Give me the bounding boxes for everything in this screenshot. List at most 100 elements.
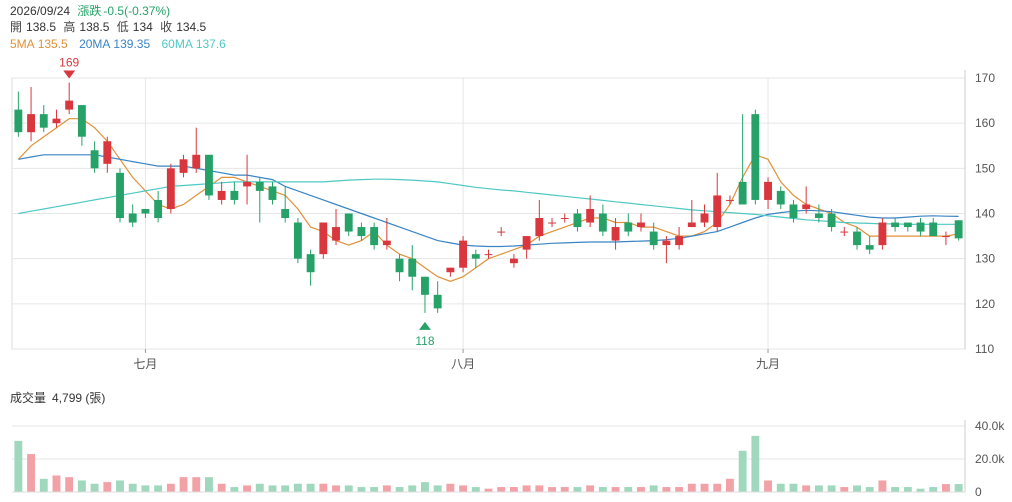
candle-body [27, 114, 35, 133]
candle [141, 208, 150, 219]
volume-bar [522, 485, 531, 492]
candle [814, 204, 823, 223]
volume-bar [662, 487, 671, 492]
volume-bar [598, 487, 607, 492]
ma60-legend: 60MA 137.6 [161, 37, 229, 51]
ma5-line [17, 118, 959, 282]
volume-value: 4,799 (張) [52, 391, 106, 405]
volume-bar [637, 487, 645, 492]
volume-bar [421, 482, 429, 492]
candle [802, 186, 811, 214]
candle-body [662, 240, 671, 246]
candle [929, 218, 938, 237]
month-label: 九月 [756, 357, 780, 371]
candle-body [535, 218, 544, 237]
candle [700, 204, 709, 228]
volume-bar [255, 483, 264, 492]
price-tick-label: 170 [975, 71, 995, 85]
candle-body [929, 222, 938, 237]
volume-tick-label: 40.0k [975, 419, 1005, 433]
volume-bar [192, 477, 201, 492]
candle [484, 249, 493, 259]
ma5-legend: 5MA 135.5 [10, 37, 72, 51]
quote-date: 2026/09/24 [10, 4, 71, 18]
candle [637, 213, 645, 232]
candle-body [77, 105, 86, 137]
low-marker-label: 118 [415, 334, 434, 348]
volume-bar [560, 487, 569, 492]
candle-body [243, 181, 252, 187]
candle-body [459, 240, 468, 268]
volume-bar [573, 487, 582, 492]
candle-body [230, 190, 239, 200]
volume-bar [217, 483, 226, 492]
candle [65, 82, 74, 115]
candle-body [154, 199, 163, 219]
volume-bar [268, 485, 277, 492]
high-value: 138.5 [79, 20, 110, 34]
candle [154, 190, 163, 223]
volume-bar [27, 454, 35, 492]
low-label: 低 [116, 20, 129, 34]
volume-bar [942, 484, 950, 492]
volume-bar [916, 488, 925, 492]
volume-bar [764, 480, 772, 492]
candle [522, 236, 531, 259]
candlesticks [14, 82, 963, 313]
ma20-value: 139.35 [113, 37, 151, 51]
volume-bar [293, 483, 302, 492]
candle-body [306, 254, 315, 273]
candle-body [141, 208, 150, 214]
volume-bar [357, 487, 366, 492]
volume-bar [497, 487, 506, 492]
ma20-label: 20MA [79, 37, 111, 51]
high-marker-arrow [63, 70, 76, 79]
candle-body [675, 236, 684, 246]
price-tick-label: 140 [975, 207, 995, 221]
candle-body [954, 220, 963, 239]
candle-body [344, 213, 353, 232]
volume-tick-label: 0 [975, 485, 982, 499]
candle [611, 218, 620, 250]
volume-bar [954, 484, 963, 492]
price-annotations: 169 118 [59, 56, 435, 348]
ma20-line [18, 154, 959, 248]
volume-bar [802, 485, 811, 492]
candle [878, 218, 887, 250]
candle [293, 218, 302, 264]
candle-body [509, 258, 518, 264]
candle [205, 154, 213, 200]
candle [128, 204, 137, 228]
candle [903, 222, 912, 232]
candle [344, 213, 353, 237]
candle-body [598, 213, 607, 232]
volume-bar [90, 483, 99, 492]
candle-body [700, 213, 709, 223]
candle [624, 213, 633, 237]
close-value: 134.5 [176, 20, 207, 34]
volume-bar [154, 485, 163, 492]
candle-body [268, 186, 277, 200]
candle-body [649, 231, 658, 246]
ma-legend-row: 5MA 135.5 20MA 139.35 60MA 137.6 [10, 36, 234, 52]
volume-bar [878, 480, 887, 492]
volume-bar [484, 488, 493, 492]
volume-bar [853, 485, 861, 492]
volume-bar [77, 480, 86, 492]
candle [853, 227, 861, 250]
candle-body [891, 222, 900, 228]
candle [27, 87, 35, 142]
candle-body [65, 100, 74, 110]
candle-body [433, 294, 442, 309]
candle [764, 177, 772, 209]
candle-body [916, 222, 925, 232]
candle-body [446, 267, 455, 273]
volume-bar [306, 483, 315, 492]
volume-bar [535, 485, 544, 492]
volume-bar [332, 485, 340, 492]
candle [713, 172, 722, 232]
candle-body [205, 154, 213, 196]
candle-body [522, 236, 531, 250]
volume-bar [789, 483, 798, 492]
